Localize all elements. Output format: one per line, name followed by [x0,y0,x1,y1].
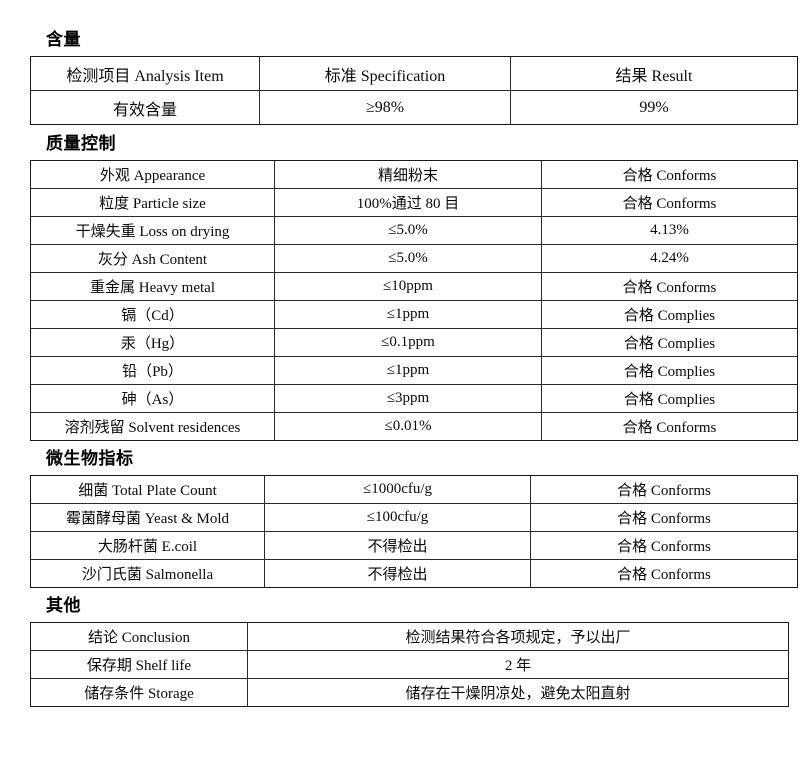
table-row: 汞（Hg） ≤0.1ppm 合格 Complies [30,328,798,357]
cell-result: 99% [510,90,798,125]
microbiology-table: 细菌 Total Plate Count ≤1000cfu/g 合格 Confo… [30,475,798,588]
cell-result: 合格 Complies [541,356,798,385]
cell-spec: ≤1000cfu/g [264,475,531,504]
table-row: 干燥失重 Loss on drying ≤5.0% 4.13% [30,216,798,245]
cell-spec: ≥98% [259,90,511,125]
table-row: 细菌 Total Plate Count ≤1000cfu/g 合格 Confo… [30,475,798,504]
cell-result: 合格 Conforms [530,559,798,588]
cell-result: 合格 Conforms [541,188,798,217]
cell-result: 合格 Conforms [541,272,798,301]
cell-item: 沙门氏菌 Salmonella [30,559,265,588]
table-row: 大肠杆菌 E.coil 不得检出 合格 Conforms [30,531,798,560]
cell-item: 结论 Conclusion [30,622,248,651]
table-row: 有效含量 ≥98% 99% [30,90,798,125]
cell-item: 保存期 Shelf life [30,650,248,679]
table-row: 溶剂残留 Solvent residences ≤0.01% 合格 Confor… [30,412,798,441]
cell-spec: ≤0.1ppm [274,328,542,357]
coa-document-page: 含量 检测项目 Analysis Item 标准 Specification 结… [0,30,800,763]
cell-spec: 不得检出 [264,531,531,560]
cell-item: 溶剂残留 Solvent residences [30,412,275,441]
section-heading-microbiology: 微生物指标 [46,449,134,468]
section-heading-content: 含量 [46,30,81,49]
cell-value: 储存在干燥阴凉处，避免太阳直射 [247,678,789,707]
cell-result: 合格 Complies [541,384,798,413]
table-row: 砷（As） ≤3ppm 合格 Complies [30,384,798,413]
cell-item: 大肠杆菌 E.coil [30,531,265,560]
cell-value: 检测结果符合各项规定，予以出厂 [247,622,789,651]
cell-spec: ≤10ppm [274,272,542,301]
table-row: 铅（Pb） ≤1ppm 合格 Complies [30,356,798,385]
cell-result: 合格 Conforms [530,475,798,504]
cell-result: 合格 Conforms [530,531,798,560]
cell-item: 镉（Cd） [30,300,275,329]
cell-spec: ≤5.0% [274,244,542,273]
cell-item: 储存条件 Storage [30,678,248,707]
table-row: 沙门氏菌 Salmonella 不得检出 合格 Conforms [30,559,798,588]
cell-item: 重金属 Heavy metal [30,272,275,301]
cell-result: 合格 Conforms [541,412,798,441]
cell-item: 粒度 Particle size [30,188,275,217]
content-table: 检测项目 Analysis Item 标准 Specification 结果 R… [30,56,798,125]
table-row: 重金属 Heavy metal ≤10ppm 合格 Conforms [30,272,798,301]
cell-item: 汞（Hg） [30,328,275,357]
cell-spec: ≤1ppm [274,300,542,329]
cell-result: 合格 Conforms [541,160,798,189]
cell-result: 4.24% [541,244,798,273]
cell-spec: ≤3ppm [274,384,542,413]
column-header-analysis-item: 检测项目 Analysis Item [30,56,260,91]
cell-result: 合格 Conforms [530,503,798,532]
table-row: 霉菌酵母菌 Yeast & Mold ≤100cfu/g 合格 Conforms [30,503,798,532]
section-heading-others: 其他 [46,596,81,615]
cell-item: 霉菌酵母菌 Yeast & Mold [30,503,265,532]
cell-result: 合格 Complies [541,328,798,357]
table-row: 灰分 Ash Content ≤5.0% 4.24% [30,244,798,273]
quality-control-table: 外观 Appearance 精细粉末 合格 Conforms 粒度 Partic… [30,160,798,441]
cell-item: 有效含量 [30,90,260,125]
section-heading-quality-control: 质量控制 [46,134,116,153]
column-header-specification: 标准 Specification [259,56,511,91]
table-row: 结论 Conclusion 检测结果符合各项规定，予以出厂 [30,622,789,651]
table-row: 保存期 Shelf life 2 年 [30,650,789,679]
cell-item: 细菌 Total Plate Count [30,475,265,504]
cell-spec: 精细粉末 [274,160,542,189]
table-row: 外观 Appearance 精细粉末 合格 Conforms [30,160,798,189]
cell-result: 合格 Complies [541,300,798,329]
cell-spec: ≤100cfu/g [264,503,531,532]
cell-item: 铅（Pb） [30,356,275,385]
cell-item: 干燥失重 Loss on drying [30,216,275,245]
cell-spec: 100%通过 80 目 [274,188,542,217]
table-header-row: 检测项目 Analysis Item 标准 Specification 结果 R… [30,56,798,91]
cell-item: 外观 Appearance [30,160,275,189]
cell-spec: ≤0.01% [274,412,542,441]
cell-result: 4.13% [541,216,798,245]
cell-spec: ≤1ppm [274,356,542,385]
column-header-result: 结果 Result [510,56,798,91]
table-row: 粒度 Particle size 100%通过 80 目 合格 Conforms [30,188,798,217]
cell-spec: ≤5.0% [274,216,542,245]
cell-item: 灰分 Ash Content [30,244,275,273]
cell-item: 砷（As） [30,384,275,413]
table-row: 储存条件 Storage 储存在干燥阴凉处，避免太阳直射 [30,678,789,707]
cell-value: 2 年 [247,650,789,679]
table-row: 镉（Cd） ≤1ppm 合格 Complies [30,300,798,329]
cell-spec: 不得检出 [264,559,531,588]
others-table: 结论 Conclusion 检测结果符合各项规定，予以出厂 保存期 Shelf … [30,622,789,707]
